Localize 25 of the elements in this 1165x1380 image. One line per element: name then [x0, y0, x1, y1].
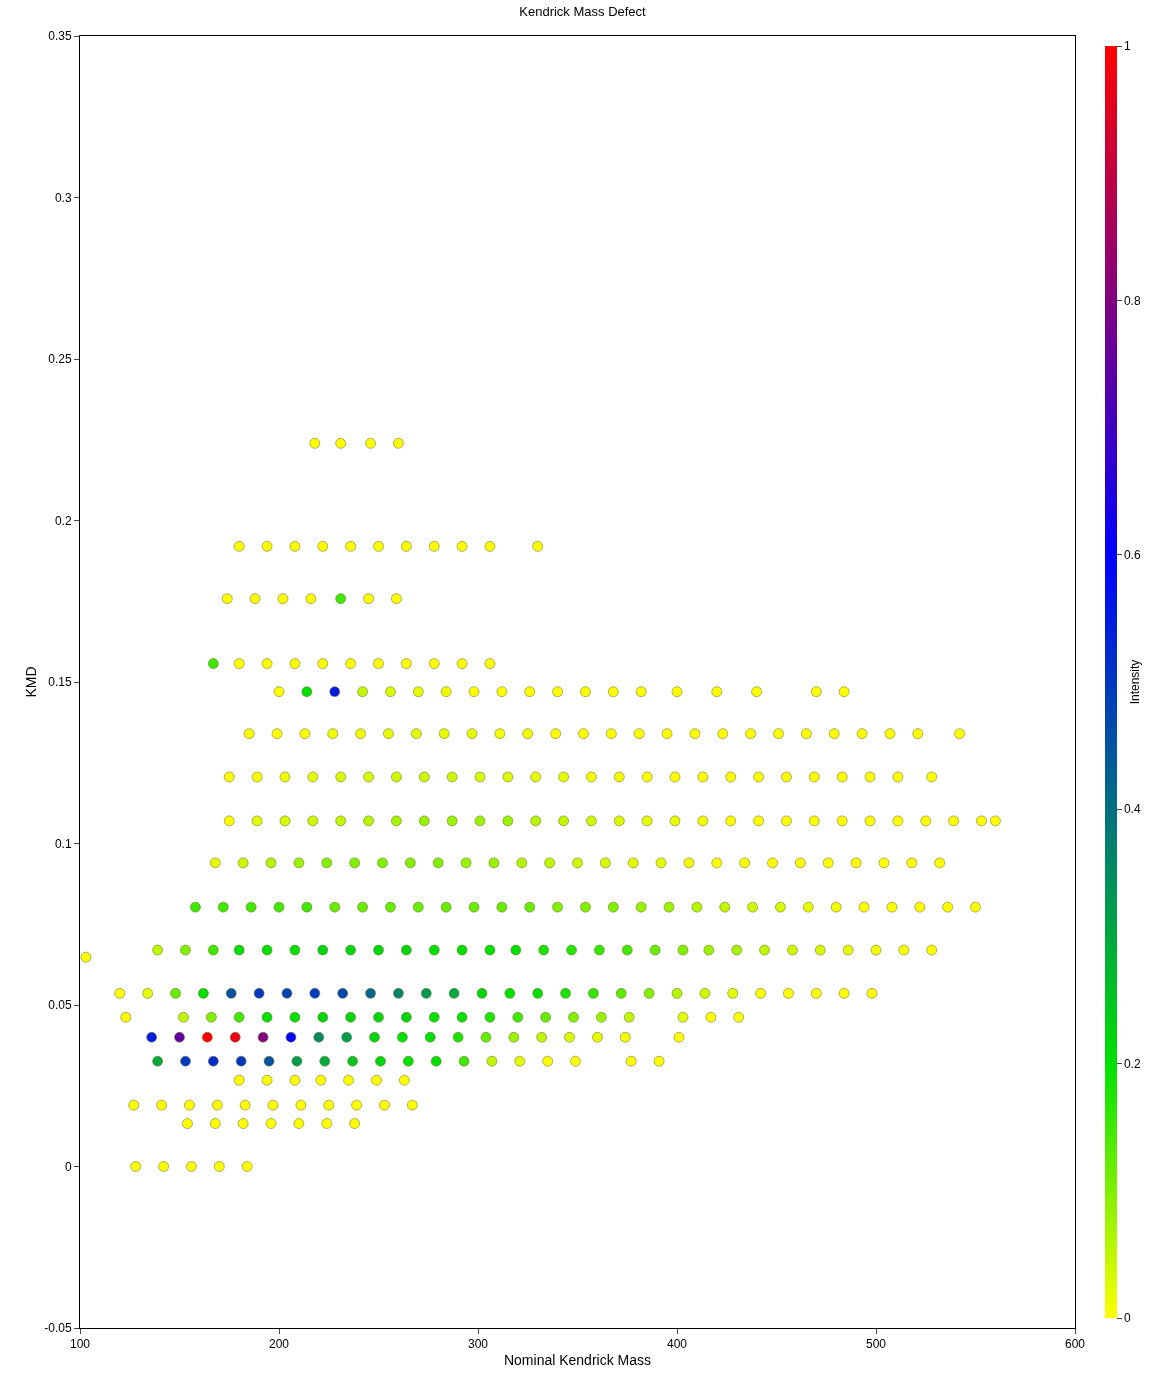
color-bar-label: 1 — [1123, 39, 1131, 54]
y-tick-label: 0.25 — [48, 352, 72, 367]
y-tick-label: 0.35 — [48, 29, 72, 44]
x-axis-title: Nominal Kendrick Mass — [503, 1351, 652, 1368]
y-tick-label: 0.2 — [54, 513, 72, 528]
y-tick-label: -0.05 — [44, 1321, 72, 1336]
color-bar-label: 0.2 — [1123, 1056, 1141, 1071]
x-tick-label: 100 — [69, 1337, 91, 1352]
color-bar-label: 0 — [1123, 1311, 1131, 1326]
y-tick-label: 0.15 — [48, 675, 72, 690]
x-tick-label: 500 — [865, 1337, 887, 1352]
x-tick-label: 400 — [666, 1337, 688, 1352]
x-tick-label: 600 — [1064, 1337, 1086, 1352]
color-bar-label: 0.4 — [1123, 802, 1141, 817]
y-tick-label: 0.1 — [54, 836, 72, 851]
x-tick-label: 300 — [467, 1337, 489, 1352]
y-tick-label: 0 — [64, 1159, 72, 1174]
y-tick-label: 0.05 — [48, 998, 72, 1013]
y-axis-title: KMD — [22, 666, 39, 698]
color-bar-title: Intensity — [1127, 659, 1142, 705]
y-tick-label: 0.3 — [54, 190, 72, 205]
color-bar-label: 0.6 — [1123, 548, 1141, 562]
chart-title: Kendrick Mass Defect — [519, 4, 647, 19]
x-tick-label: 200 — [268, 1337, 290, 1352]
color-bar-label: 0.8 — [1123, 293, 1141, 308]
